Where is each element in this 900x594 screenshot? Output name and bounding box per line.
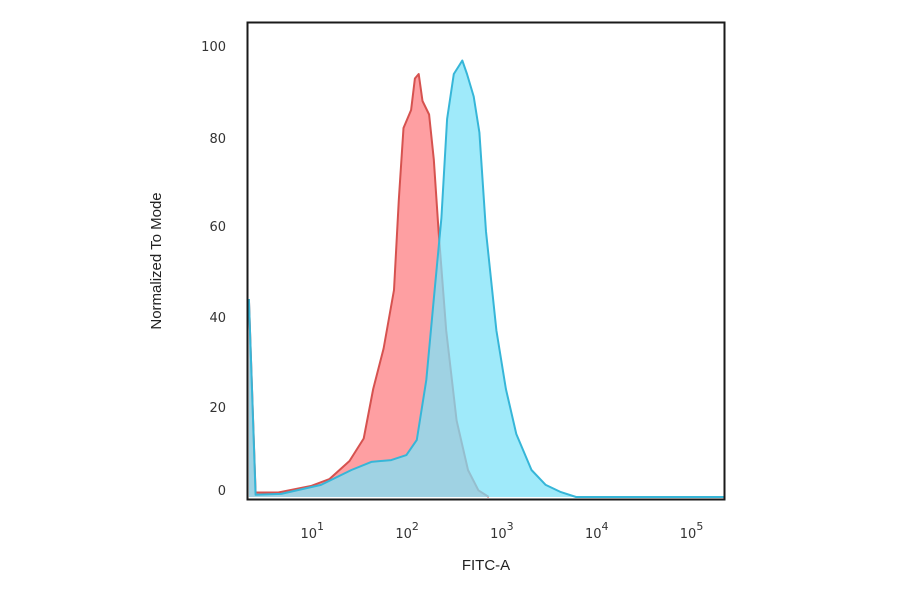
- x-tick-label: 102: [395, 520, 419, 542]
- y-tick-label: 60: [209, 220, 226, 235]
- y-axis-title: Normalized To Mode: [148, 192, 165, 329]
- y-axis-ticks: 0 20 40 60 80 100: [201, 40, 226, 499]
- x-tick-label: 105: [680, 520, 704, 542]
- plot-frame: [246, 21, 726, 501]
- y-tick-label: 100: [201, 40, 226, 55]
- histogram-series-layer: [247, 59, 724, 498]
- x-tick-label: 101: [300, 520, 324, 542]
- y-tick-label: 40: [209, 311, 226, 326]
- x-axis-ticks: 101 102 103 104 105: [300, 520, 703, 542]
- x-tick-label: 103: [490, 520, 514, 542]
- y-tick-label: 80: [209, 132, 226, 147]
- x-axis-title: FITC-A: [462, 557, 510, 574]
- x-tick-label: 104: [585, 520, 609, 542]
- y-tick-label: 20: [209, 401, 226, 416]
- series-line-antibody-stained: [247, 59, 724, 498]
- y-tick-label: 0: [218, 484, 226, 499]
- series-area-antibody-stained: [248, 60, 724, 497]
